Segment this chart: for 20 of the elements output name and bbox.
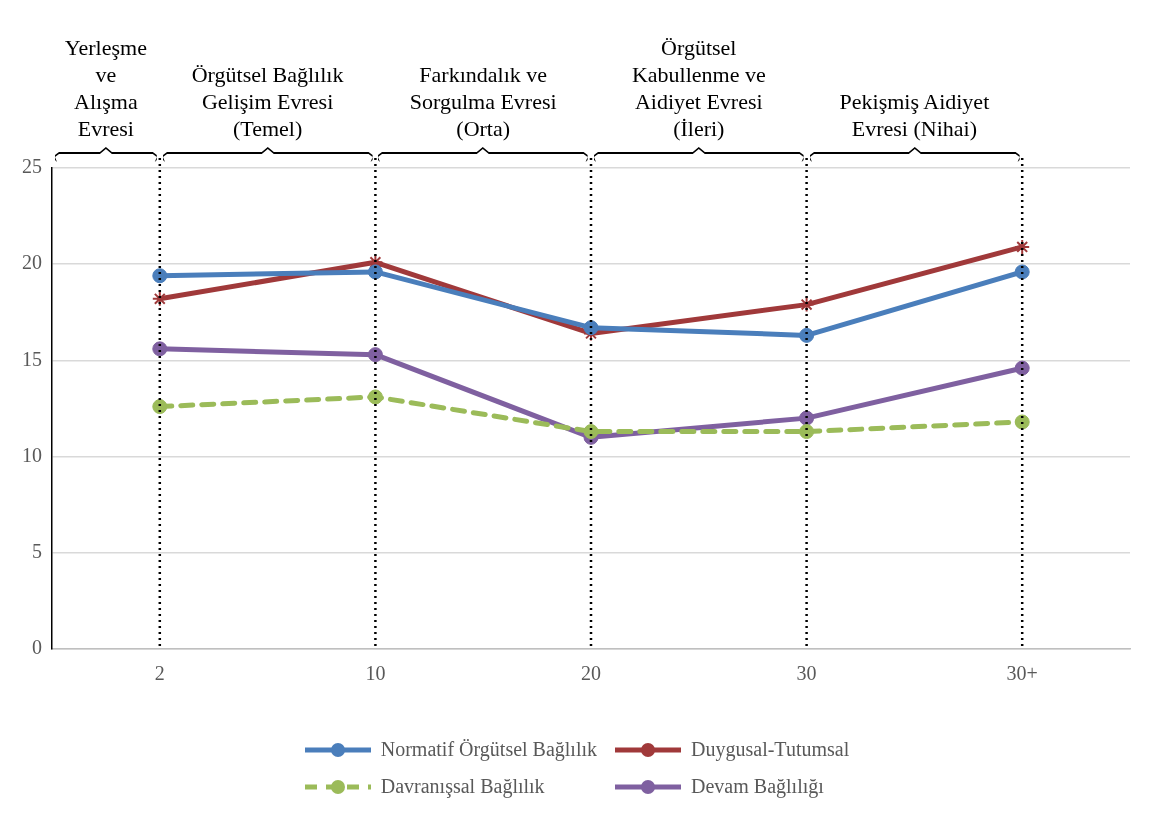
y-tick-label: 5 xyxy=(32,540,42,563)
y-tick-label: 0 xyxy=(32,636,42,659)
x-tick-label: 30 xyxy=(796,662,817,685)
legend-label: Davranışsal Bağlılık xyxy=(380,775,545,798)
text: Örgütsel Bağlılık Gelişim Evresi (Temel) xyxy=(190,61,345,142)
y-tick-label: 10 xyxy=(22,443,42,466)
y-tick-label: 20 xyxy=(22,251,42,274)
text: Pekişmiş Aidiyet Evresi (Nihai) xyxy=(838,88,991,142)
y-tick-label: 15 xyxy=(22,347,42,370)
x-tick-label: 30+ xyxy=(1006,662,1038,685)
x-tick-label: 10 xyxy=(365,662,386,685)
text: Örgütsel Kabullenme ve Aidiyet Evresi (İleri) xyxy=(630,34,767,142)
x-tick-label: 20 xyxy=(581,662,601,685)
text: Yerleşme ve Alışma Evresi xyxy=(63,34,148,142)
legend-label: Devam Bağlılığı xyxy=(691,775,824,798)
legend-label: Normatif Örgütsel Bağlılık xyxy=(380,738,598,761)
legend-label: Duygusal-Tutumsal xyxy=(691,738,850,761)
x-tick-label: 2 xyxy=(154,662,165,685)
y-tick-label: 25 xyxy=(22,155,42,178)
text: Farkındalık ve Sorgulma Evresi (Orta) xyxy=(408,61,558,142)
